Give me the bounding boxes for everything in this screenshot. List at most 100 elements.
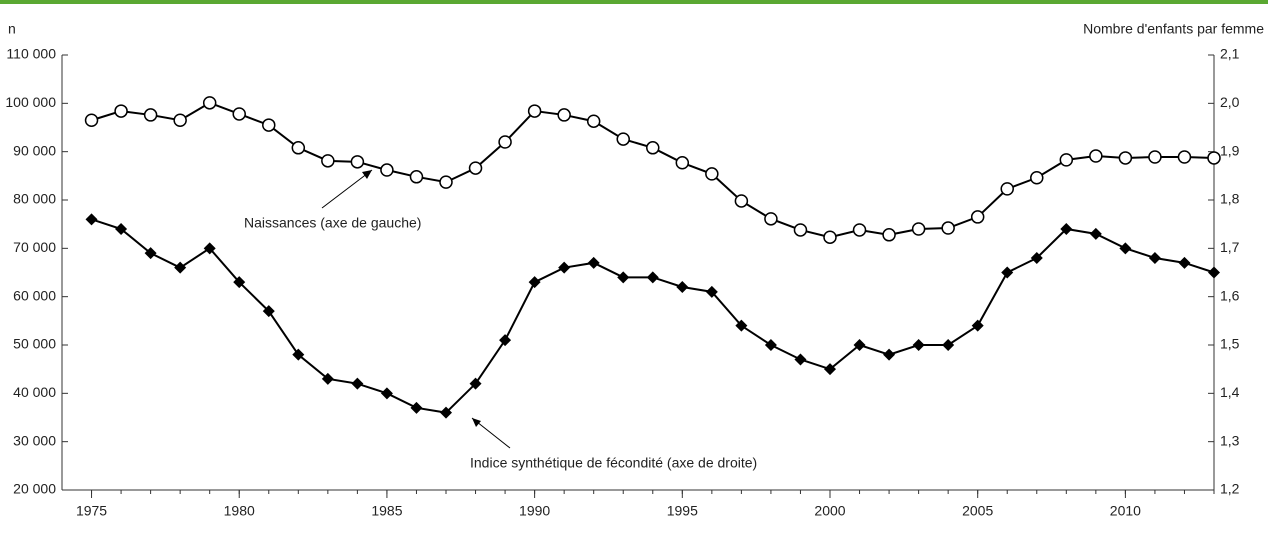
marker — [1030, 171, 1044, 185]
x-tick-label: 1995 — [667, 503, 698, 519]
y-tick-label: 70 000 — [13, 239, 56, 255]
y-axis-title: n — [8, 21, 16, 37]
marker — [351, 377, 364, 390]
x-tick-label: 2010 — [1110, 503, 1141, 519]
marker — [291, 141, 306, 155]
marker — [942, 339, 955, 351]
y-tick-label: 100 000 — [5, 94, 56, 110]
y2-tick-label: 1,2 — [1220, 481, 1240, 497]
marker — [499, 334, 512, 347]
marker — [409, 170, 424, 184]
y-tick-label: 20 000 — [13, 481, 56, 497]
marker — [883, 348, 896, 361]
marker — [824, 363, 836, 376]
y2-tick-label: 1,8 — [1220, 191, 1240, 207]
marker — [1060, 223, 1073, 235]
y-tick-label: 110 000 — [6, 46, 56, 62]
marker — [410, 401, 423, 414]
x-tick-label: 1985 — [371, 503, 402, 519]
marker — [1089, 227, 1102, 240]
marker — [498, 135, 512, 149]
marker — [202, 96, 217, 110]
series-line — [91, 218, 1215, 414]
y-tick-label: 40 000 — [13, 384, 56, 400]
marker — [528, 276, 541, 289]
marker — [469, 377, 482, 390]
marker — [1119, 242, 1132, 255]
marker — [735, 319, 748, 332]
marker — [173, 113, 187, 127]
annotation: Indice synthétique de fécondité (axe de … — [470, 455, 757, 471]
marker — [1178, 256, 1191, 269]
marker — [764, 339, 777, 351]
marker — [676, 281, 689, 293]
marker — [1148, 150, 1162, 164]
marker — [114, 104, 128, 118]
y-tick-label: 60 000 — [13, 287, 56, 303]
x-tick-label: 2005 — [962, 503, 993, 519]
marker — [853, 339, 866, 351]
marker — [1207, 151, 1221, 165]
marker — [380, 387, 393, 400]
x-tick-label: 1990 — [519, 503, 550, 519]
marker — [527, 104, 542, 118]
marker — [292, 348, 305, 361]
arrow-head — [362, 170, 372, 179]
marker — [705, 285, 718, 298]
x-tick-label: 2000 — [814, 503, 845, 519]
marker — [852, 223, 867, 237]
marker — [617, 271, 630, 284]
marker — [174, 261, 187, 274]
marker — [439, 175, 453, 189]
marker — [440, 406, 452, 419]
y2-tick-label: 1,7 — [1220, 239, 1240, 255]
marker — [586, 114, 601, 128]
y2-tick-label: 1,4 — [1220, 384, 1240, 400]
marker — [558, 261, 571, 274]
marker — [143, 108, 158, 122]
marker — [321, 154, 335, 168]
marker — [380, 163, 394, 177]
marker — [232, 107, 246, 121]
top-bar — [0, 0, 1268, 4]
marker — [115, 223, 128, 235]
marker — [675, 156, 690, 170]
marker — [321, 372, 334, 385]
y2-tick-label: 1,6 — [1220, 287, 1240, 303]
marker — [764, 212, 778, 226]
y2-tick-label: 2,0 — [1220, 94, 1240, 110]
y2-tick-label: 1,9 — [1220, 142, 1240, 158]
marker — [882, 228, 896, 242]
marker — [941, 221, 955, 235]
marker — [705, 167, 719, 181]
marker — [233, 276, 246, 289]
marker — [1118, 151, 1133, 165]
marker — [616, 132, 630, 146]
y2-tick-label: 2,1 — [1220, 46, 1240, 62]
y2-tick-label: 1,5 — [1220, 336, 1240, 352]
marker — [1148, 252, 1161, 264]
x-tick-label: 1980 — [224, 503, 255, 519]
marker — [911, 222, 926, 236]
y-tick-label: 80 000 — [13, 191, 56, 207]
arrow-head — [472, 418, 481, 427]
y2-tick-label: 1,3 — [1220, 432, 1240, 448]
marker — [262, 118, 276, 132]
y-tick-label: 30 000 — [13, 432, 56, 448]
annotation-arrow — [321, 169, 373, 209]
marker — [84, 113, 99, 127]
marker — [557, 108, 571, 122]
marker — [1177, 150, 1192, 164]
marker — [971, 319, 984, 332]
marker — [350, 155, 365, 169]
marker — [203, 242, 216, 255]
y-tick-label: 90 000 — [13, 142, 56, 158]
marker — [1208, 266, 1220, 279]
marker — [793, 223, 808, 237]
marker — [912, 339, 925, 351]
marker — [794, 353, 807, 366]
marker — [1059, 153, 1074, 167]
y-tick-label: 50 000 — [13, 336, 56, 352]
marker — [262, 305, 275, 318]
